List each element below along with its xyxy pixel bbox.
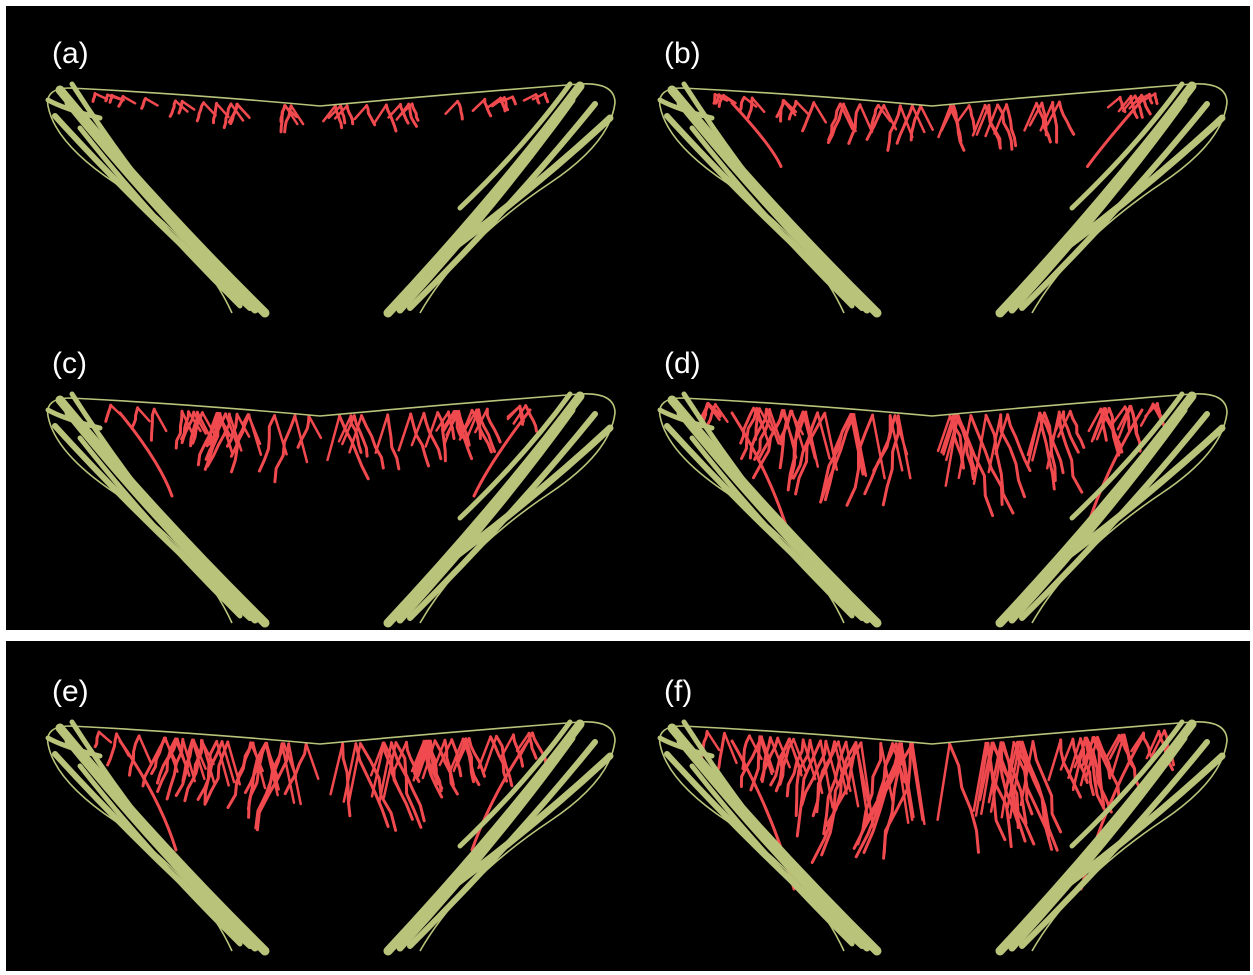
panel-label: (d) bbox=[664, 347, 701, 380]
panel-label: (f) bbox=[664, 675, 692, 708]
lower-background bbox=[6, 641, 1250, 971]
page: (a)(b)(c)(d)(e)(f) (() => { const data =… bbox=[0, 0, 1253, 975]
panel-label: (e) bbox=[52, 675, 89, 708]
panel-label: (a) bbox=[52, 37, 89, 70]
panel-label: (b) bbox=[664, 37, 701, 70]
panel-label: (c) bbox=[52, 347, 87, 380]
figure: (a) (b) (c) (d) (e) (f) bbox=[0, 0, 1253, 975]
upper-background bbox=[6, 6, 1250, 630]
